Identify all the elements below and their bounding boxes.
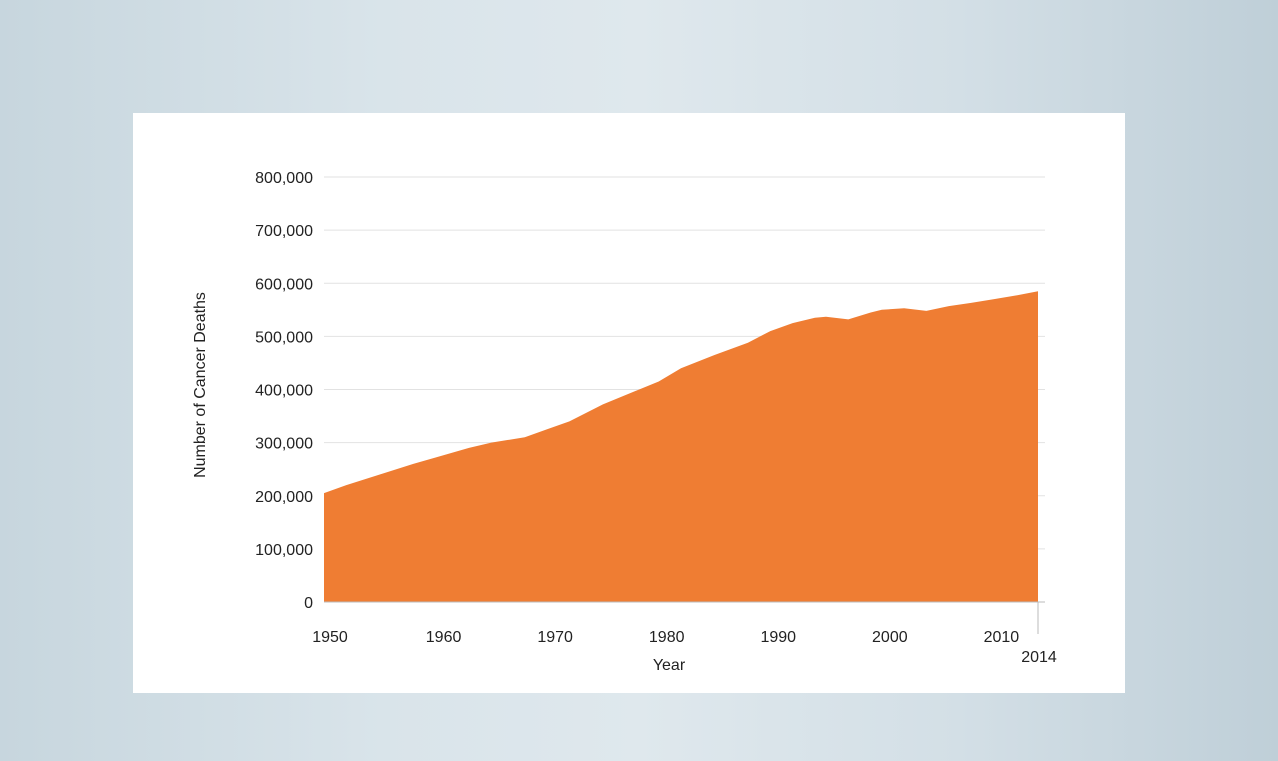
y-tick-label-8: 800,000 [255,170,313,187]
y-tick-label-3: 300,000 [255,436,313,453]
x-tick-label-1950: 1950 [312,629,348,646]
x-tick-label-1960: 1960 [426,629,462,646]
x-axis-title: Year [653,657,686,674]
y-tick-label-4: 400,000 [255,383,313,400]
y-tick-label-0: 0 [304,595,313,612]
y-tick-label-1: 100,000 [255,542,313,559]
x-tick-label-1980: 1980 [649,629,685,646]
x-tick-label-2010: 2010 [984,629,1020,646]
y-tick-labels: 0 100,000 200,000 300,000 400,000 500,000 600,… [255,170,313,612]
x-tick-label-2014: 2014 [1021,649,1057,666]
area-series [324,291,1038,602]
y-tick-label-7: 700,000 [255,223,313,240]
axes [324,601,1045,634]
x-tick-label-1970: 1970 [537,629,573,646]
y-tick-label-2: 200,000 [255,489,313,506]
area-fill [324,291,1038,602]
chart-panel: 0 100,000 200,000 300,000 400,000 500,000 600,… [133,113,1125,693]
x-tick-label-2000: 2000 [872,629,908,646]
x-tick-label-1990: 1990 [760,629,796,646]
y-tick-label-5: 500,000 [255,329,313,346]
y-axis-title: Number of Cancer Deaths [192,292,209,478]
cancer-deaths-area-chart: 0 100,000 200,000 300,000 400,000 500,000 600,… [192,170,1057,674]
y-tick-label-6: 600,000 [255,276,313,293]
